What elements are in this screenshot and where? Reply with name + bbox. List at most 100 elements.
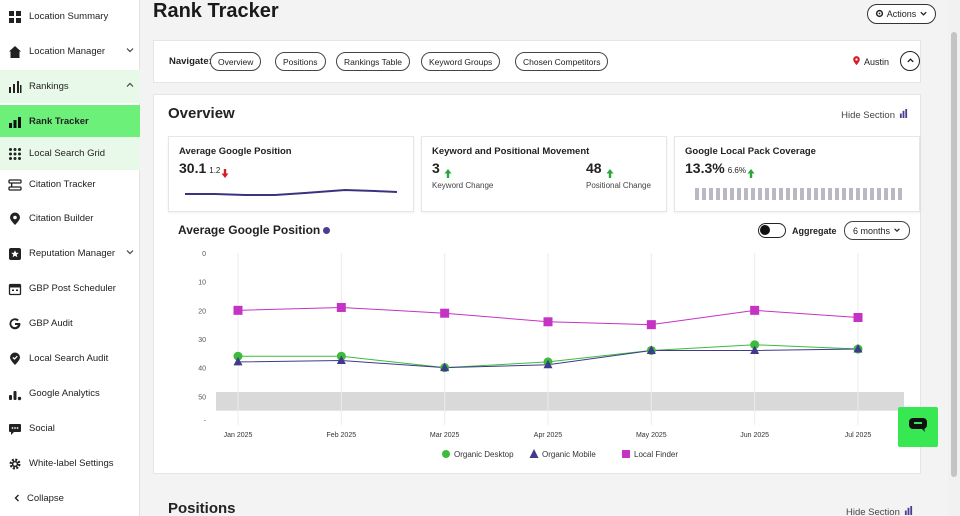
sidebar-item-gbp-audit[interactable]: GBP Audit bbox=[0, 307, 140, 340]
data-point-organic-mobile bbox=[646, 345, 656, 354]
data-point-organic-mobile bbox=[440, 362, 450, 372]
data-point-organic-mobile bbox=[853, 344, 863, 353]
scroll-thumb[interactable] bbox=[951, 32, 957, 477]
nav-pill-rankings-table[interactable]: Rankings Table bbox=[336, 52, 410, 71]
coverage-bar bbox=[772, 188, 776, 200]
sidebar-item-google-analytics[interactable]: Google Analytics bbox=[0, 377, 140, 410]
coverage-bar bbox=[793, 188, 797, 200]
y-tick-label: 50 bbox=[198, 394, 206, 401]
legend-label: Organic Desktop bbox=[454, 450, 514, 459]
info-icon[interactable] bbox=[323, 226, 331, 234]
chevron-left-icon bbox=[12, 493, 22, 503]
keyword-movement-card[interactable]: Keyword and Positional Movement 3 Keywor… bbox=[421, 136, 667, 212]
page-title: Rank Tracker bbox=[153, 0, 279, 22]
nav-pill-keyword-groups[interactable]: Keyword Groups bbox=[421, 52, 501, 71]
sidebar-item-citation-tracker[interactable]: Citation Tracker bbox=[0, 168, 140, 201]
y-tick-label: 20 bbox=[198, 308, 206, 315]
positional-change-label: Positional Change bbox=[586, 181, 651, 190]
legend-marker-organic-desktop bbox=[442, 450, 450, 458]
sidebar-item-social[interactable]: Social bbox=[0, 412, 140, 445]
gear-icon bbox=[875, 9, 884, 20]
sidebar-item-gbp-post-scheduler[interactable]: GBP Post Scheduler bbox=[0, 272, 140, 305]
coverage-bar bbox=[877, 188, 881, 200]
x-tick-label: Apr 2025 bbox=[534, 432, 563, 439]
main-content: Rank Tracker Actions Navigate: Overview … bbox=[140, 0, 948, 516]
sidebar-item-label: GBP Post Scheduler bbox=[29, 283, 116, 294]
sidebar-item-local-search-audit[interactable]: Local Search Audit bbox=[0, 342, 140, 375]
location-selector[interactable]: Austin bbox=[852, 56, 889, 68]
collapse-nav-button[interactable] bbox=[900, 51, 920, 71]
avg-position-card[interactable]: Average Google Position 30.1 1.2 bbox=[168, 136, 414, 212]
arrow-up-icon bbox=[747, 165, 755, 178]
x-tick-label: Feb 2025 bbox=[327, 432, 357, 439]
sidebar-item-citation-builder[interactable]: Citation Builder bbox=[0, 202, 140, 235]
positions-title: Positions bbox=[168, 500, 236, 516]
sidebar-item-rankings[interactable]: Rankings bbox=[0, 70, 140, 103]
nav-pill-chosen-competitors[interactable]: Chosen Competitors bbox=[515, 52, 609, 71]
range-select[interactable]: 6 months bbox=[844, 221, 910, 240]
chevron-up-icon bbox=[126, 81, 134, 89]
sidebar-item-reputation-manager[interactable]: Reputation Manager bbox=[0, 237, 140, 270]
sidebar-item-label: Rank Tracker bbox=[29, 116, 89, 127]
keyword-movement-card-title: Keyword and Positional Movement bbox=[432, 146, 590, 157]
arrow-up-icon bbox=[444, 165, 452, 178]
navigate-bar: Navigate: Overview Positions Rankings Ta… bbox=[153, 40, 921, 83]
chevron-down-icon bbox=[126, 248, 134, 256]
sidebar-item-rank-tracker[interactable]: Rank Tracker bbox=[0, 105, 140, 138]
sidebar-item-label: Social bbox=[29, 423, 55, 434]
x-tick-label: May 2025 bbox=[636, 432, 667, 439]
sidebar-item-label: Citation Tracker bbox=[29, 179, 96, 190]
hide-positions-button[interactable]: Hide Section bbox=[846, 506, 913, 516]
coverage-bar bbox=[695, 188, 699, 200]
data-point-organic-mobile bbox=[750, 345, 760, 354]
aggregate-label: Aggregate bbox=[792, 226, 837, 236]
data-point-local-finder bbox=[440, 308, 450, 318]
data-point-organic-mobile bbox=[336, 355, 346, 364]
hide-overview-button[interactable]: Hide Section bbox=[841, 109, 908, 121]
coverage-bar bbox=[849, 188, 853, 200]
actions-button[interactable]: Actions bbox=[867, 4, 936, 24]
y-tick-label: 10 bbox=[198, 280, 206, 287]
sidebar-item-label: White-label Settings bbox=[29, 458, 114, 469]
local-pack-value: 13.3% 6.6% bbox=[685, 160, 755, 178]
sidebar-item-location-manager[interactable]: Location Manager bbox=[0, 35, 140, 68]
coverage-bar bbox=[737, 188, 741, 200]
location-pin-icon bbox=[7, 211, 23, 227]
avg-position-value: 30.1 1.2 bbox=[179, 160, 229, 178]
local-pack-card-title: Google Local Pack Coverage bbox=[685, 146, 816, 157]
coverage-bar bbox=[702, 188, 706, 200]
nav-pill-overview[interactable]: Overview bbox=[210, 52, 262, 71]
positional-change-number: 48 bbox=[586, 160, 602, 176]
keyword-change-label: Keyword Change bbox=[432, 181, 494, 190]
coverage-bar bbox=[723, 188, 727, 200]
sidebar-item-white-label-settings[interactable]: White-label Settings bbox=[0, 447, 140, 480]
sidebar: Location Summary Location Manager Rankings… bbox=[0, 0, 140, 516]
data-point-local-finder bbox=[543, 317, 553, 327]
coverage-bar bbox=[716, 188, 720, 200]
coverage-bar bbox=[828, 188, 832, 200]
arrow-down-icon bbox=[221, 165, 229, 178]
coverage-bar bbox=[863, 188, 867, 200]
scrollbar[interactable] bbox=[948, 0, 960, 516]
local-pack-coverage-card[interactable]: Google Local Pack Coverage 13.3% 6.6% bbox=[674, 136, 920, 212]
nav-pill-positions[interactable]: Positions bbox=[275, 52, 326, 71]
chart-title: Average Google Position bbox=[178, 223, 331, 237]
collapse-label: Collapse bbox=[27, 492, 64, 504]
chat-widget-button[interactable] bbox=[898, 407, 938, 447]
data-point-organic-desktop bbox=[750, 340, 760, 350]
sidebar-item-label: Rankings bbox=[29, 81, 69, 92]
rank-tracker-icon bbox=[7, 114, 23, 130]
coverage-bar bbox=[884, 188, 888, 200]
coverage-bar bbox=[821, 188, 825, 200]
legend-marker-organic-mobile bbox=[529, 449, 539, 458]
citation-tracker-icon bbox=[7, 177, 23, 193]
sidebar-collapse-button[interactable]: Collapse bbox=[0, 488, 140, 508]
sidebar-item-location-summary[interactable]: Location Summary bbox=[0, 0, 140, 33]
bar-chart-icon bbox=[899, 109, 908, 121]
aggregate-toggle[interactable] bbox=[758, 223, 786, 238]
x-tick-label: Jul 2025 bbox=[845, 432, 872, 439]
sidebar-item-local-search-grid[interactable]: Local Search Grid bbox=[0, 137, 140, 170]
sidebar-item-label: Local Search Grid bbox=[29, 148, 106, 159]
chart-out-of-range-band bbox=[216, 392, 904, 411]
range-select-value: 6 months bbox=[852, 225, 891, 236]
